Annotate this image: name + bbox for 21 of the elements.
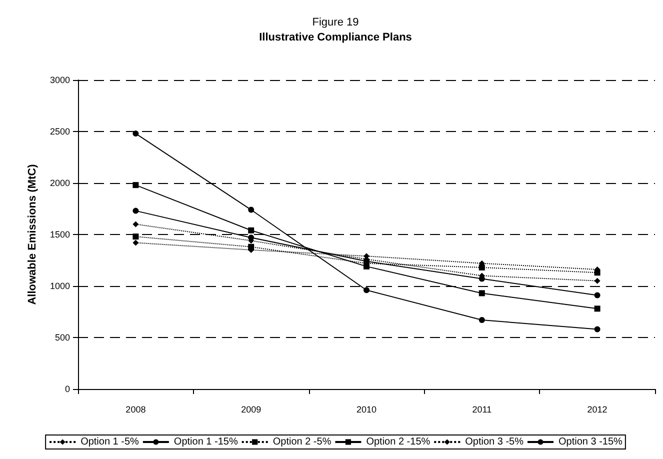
y-tick-label: 1500 xyxy=(50,230,70,240)
x-tick-label: 2009 xyxy=(241,404,262,414)
y-tick-label: 1000 xyxy=(50,281,70,291)
legend-label: Option 2 -5% xyxy=(272,436,332,448)
legend-label: Option 1 -5% xyxy=(80,436,140,448)
chart-title: Figure 19 xyxy=(312,16,359,28)
y-axis-title: Allowable Emissions (MtC) xyxy=(26,164,38,305)
legend-label: Option 3 -5% xyxy=(465,436,524,448)
x-tick-label: 2012 xyxy=(587,404,608,414)
chart-subtitle: Illustrative Compliance Plans xyxy=(259,32,412,44)
legend-label: Option 3 -15% xyxy=(558,436,623,448)
legend-label: Option 2 -15% xyxy=(366,436,430,448)
x-tick-label: 2011 xyxy=(472,404,492,414)
x-tick-label: 2010 xyxy=(356,404,377,414)
legend-label: Option 1 -15% xyxy=(174,436,238,448)
y-tick-label: 2500 xyxy=(50,126,70,136)
y-tick-label: 3000 xyxy=(50,75,70,85)
y-tick-label: 2000 xyxy=(50,178,70,188)
x-tick-label: 2008 xyxy=(126,404,146,414)
y-tick-label: 500 xyxy=(54,332,70,342)
y-tick-label: 0 xyxy=(64,384,70,394)
